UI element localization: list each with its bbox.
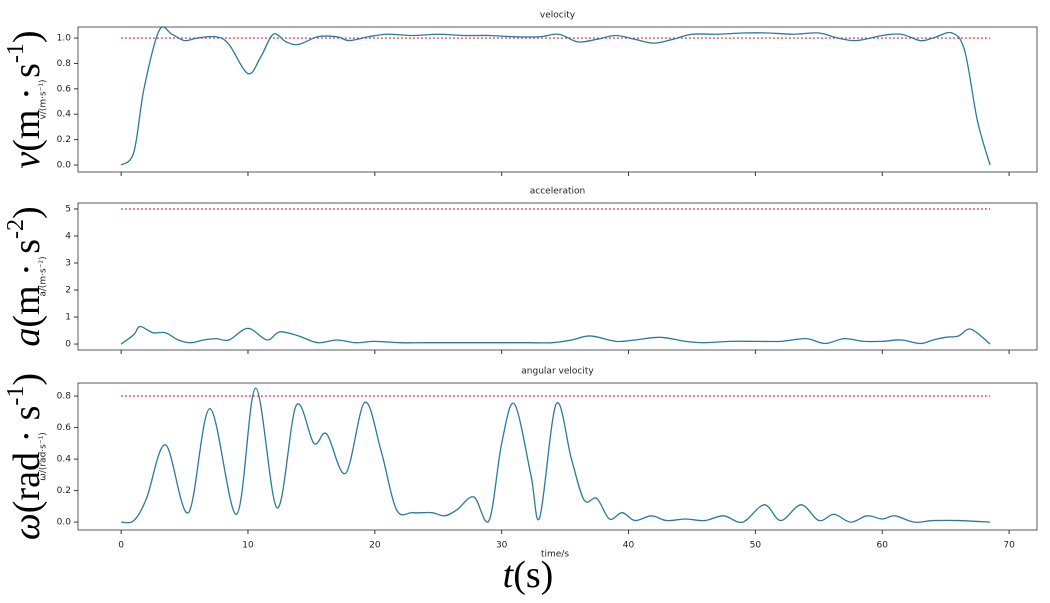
outer-label-part: -2: [3, 219, 29, 239]
y-tick-label: 0.0: [57, 161, 72, 171]
outer-label-part: -1: [3, 386, 29, 406]
x-tick-label: 0: [118, 541, 124, 551]
outer-label-part: ): [6, 373, 48, 386]
y-axis-label: v/(m·s⁻¹): [39, 79, 49, 119]
outer-label-part: ): [6, 30, 48, 43]
outer-label-part: t: [503, 554, 515, 596]
y-tick-label: 0.4: [57, 110, 72, 120]
x-axis-label: time/s: [541, 550, 569, 560]
x-tick-label: 30: [496, 541, 508, 551]
y-axis-label: ω/(rad·s⁻¹): [39, 432, 49, 480]
y-tick-label: 0.6: [57, 423, 72, 433]
outer-label: a(m · s-2): [3, 206, 48, 346]
outer-label-part: v: [6, 152, 48, 169]
panel-title: velocity: [540, 11, 576, 21]
outer-label-part: (m · s: [6, 239, 48, 328]
y-tick-label: 0.8: [57, 392, 72, 402]
outer-label: t(s): [503, 554, 554, 596]
data-line: [120, 26, 991, 166]
y-tick-label: 0.0: [57, 518, 72, 528]
y-tick-label: 0.2: [57, 486, 71, 496]
plot-frame: [77, 382, 1038, 531]
outer-label-part: -1: [3, 43, 29, 63]
y-tick-label: 1: [65, 313, 71, 323]
data-line: [121, 387, 991, 524]
x-tick-label: 40: [623, 541, 635, 551]
outer-label-part: (m · s: [6, 63, 48, 152]
outer-label-part: (rad · s: [6, 406, 48, 514]
outer-label-part: a: [6, 328, 48, 347]
y-tick-label: 0.2: [57, 135, 71, 145]
panel-title: acceleration: [530, 187, 585, 197]
outer-label-part: ω: [6, 513, 48, 540]
x-tick-label: 10: [242, 541, 254, 551]
y-tick-label: 5: [65, 204, 71, 214]
outer-label-part: (s): [513, 554, 553, 596]
x-tick-label: 60: [877, 541, 889, 551]
y-tick-label: 0: [65, 340, 71, 350]
outer-label-part: ): [6, 206, 48, 219]
y-tick-label: 2: [65, 286, 71, 296]
y-tick-label: 3: [65, 258, 71, 268]
panel-title: angular velocity: [521, 367, 594, 377]
x-tick-label: 70: [1003, 541, 1015, 551]
y-tick-label: 0.4: [57, 455, 72, 465]
plot-frame: [77, 26, 1038, 173]
outer-label: ω(rad · s-1): [3, 373, 48, 540]
y-tick-label: 0.6: [57, 84, 72, 94]
y-axis-label: a/(m·s⁻²): [39, 256, 49, 296]
y-tick-label: 1.0: [57, 34, 72, 44]
plot-frame: [77, 202, 1038, 351]
data-line: [120, 325, 991, 345]
y-tick-label: 4: [65, 231, 71, 241]
x-tick-label: 20: [369, 541, 381, 551]
y-tick-label: 0.8: [57, 59, 72, 69]
x-tick-label: 50: [750, 541, 762, 551]
outer-label: v(m · s-1): [3, 30, 48, 168]
